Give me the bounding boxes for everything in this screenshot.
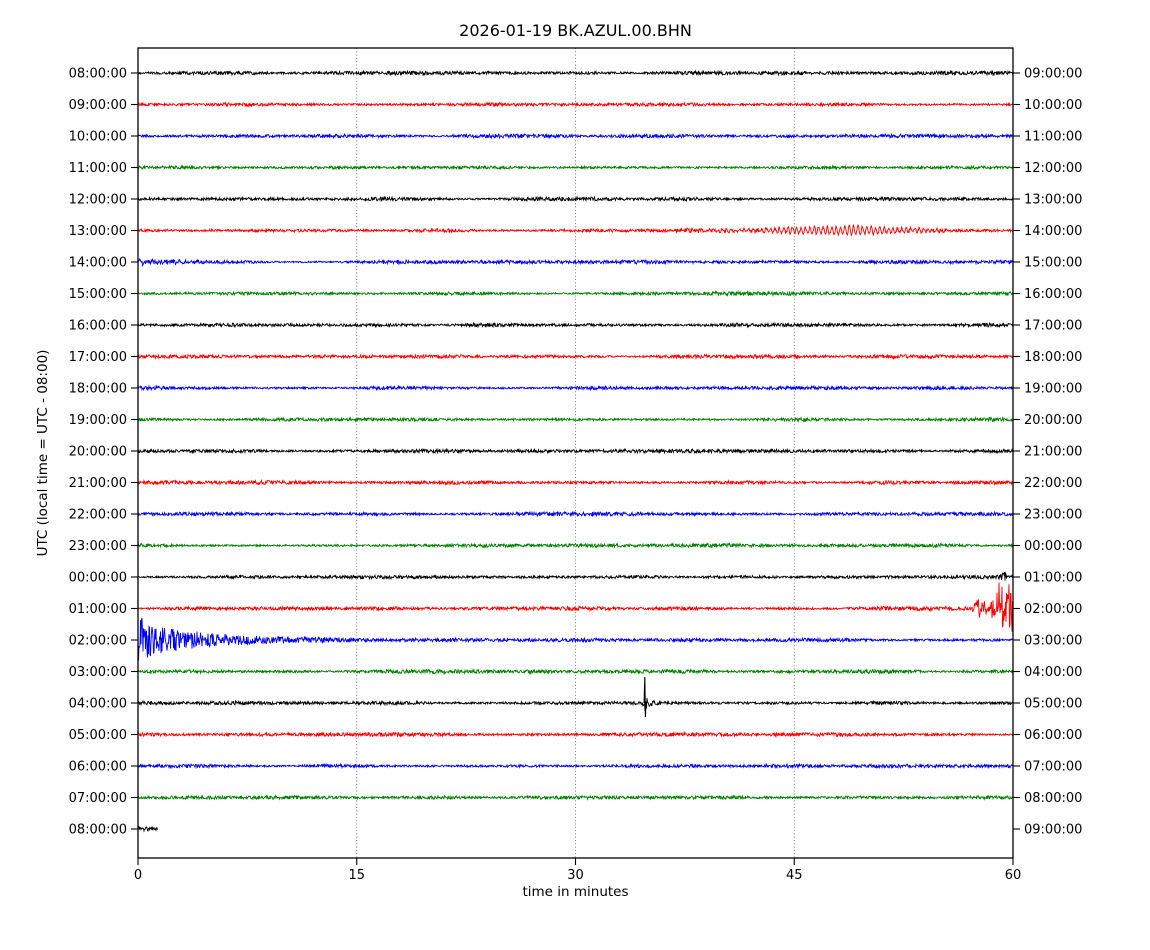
left-tick-label: 04:00:00 (69, 697, 127, 712)
right-tick-label: 05:00:00 (1024, 697, 1082, 712)
left-tick-label: 12:00:00 (69, 193, 127, 208)
trace-row-12 (138, 447, 1013, 455)
left-tick-label: 10:00:00 (69, 130, 127, 145)
right-tick-label: 17:00:00 (1024, 319, 1082, 334)
trace-row-17 (138, 582, 1013, 632)
left-tick-label: 00:00:00 (69, 571, 127, 586)
left-tick-label: 15:00:00 (69, 287, 127, 302)
trace-row-9 (138, 353, 1013, 361)
plot-border (137, 47, 1014, 859)
right-tick-label: 16:00:00 (1024, 287, 1082, 302)
left-tick-label: 16:00:00 (69, 319, 127, 334)
left-tick-label: 22:00:00 (69, 508, 127, 523)
y-axis-label: UTC (local time = UTC - 08:00) (35, 350, 51, 557)
right-tick-label: 23:00:00 (1024, 508, 1082, 523)
trace-row-19 (138, 667, 1013, 676)
trace-row-14 (138, 510, 1013, 518)
trace-row-11 (138, 416, 1013, 423)
trace-row-1 (138, 101, 1013, 108)
right-tick-label: 20:00:00 (1024, 413, 1082, 428)
right-tick-label: 07:00:00 (1024, 760, 1082, 775)
right-tick-label: 19:00:00 (1024, 382, 1082, 397)
left-tick-label: 14:00:00 (69, 256, 127, 271)
x-tick-label: 45 (786, 868, 803, 883)
right-tick-label: 14:00:00 (1024, 224, 1082, 239)
left-tick-label: 17:00:00 (69, 350, 127, 365)
right-tick-label: 06:00:00 (1024, 728, 1082, 743)
right-tick-label: 21:00:00 (1024, 445, 1082, 460)
right-tick-label: 02:00:00 (1024, 602, 1082, 617)
right-tick-label: 15:00:00 (1024, 256, 1082, 271)
left-tick-label: 02:00:00 (69, 634, 127, 649)
x-tick-label: 60 (1005, 868, 1022, 883)
right-tick-label: 00:00:00 (1024, 539, 1082, 554)
right-tick-label: 18:00:00 (1024, 350, 1082, 365)
trace-row-3 (138, 164, 1013, 171)
trace-row-20 (138, 698, 1013, 711)
left-tick-label: 21:00:00 (69, 476, 127, 491)
x-axis-label: time in minutes (522, 884, 628, 900)
right-tick-label: 01:00:00 (1024, 571, 1082, 586)
x-tick-label: 0 (134, 868, 142, 883)
trace-row-8 (138, 321, 1013, 329)
left-tick-label: 03:00:00 (69, 665, 127, 680)
left-tick-label: 08:00:00 (69, 823, 127, 838)
plot-render-layer: 08:00:00 09:00:00 09:00:00 10:00:00 10:00:00… (69, 47, 1082, 883)
right-tick-label: 12:00:00 (1024, 161, 1082, 176)
left-tick-label: 23:00:00 (69, 539, 127, 554)
x-tick-label: 30 (567, 868, 584, 883)
trace-row-13 (138, 478, 1013, 487)
trace-row-2 (138, 132, 1013, 140)
left-tick-label: 01:00:00 (69, 602, 127, 617)
trace-row-18 (138, 618, 1013, 661)
trace-row-6 (138, 257, 1013, 267)
trace-row-4 (138, 195, 1013, 203)
trace-row-23 (138, 794, 1013, 801)
left-tick-label: 06:00:00 (69, 760, 127, 775)
left-tick-label: 13:00:00 (69, 224, 127, 239)
trace-row-24 (138, 825, 158, 833)
right-tick-label: 04:00:00 (1024, 665, 1082, 680)
trace-row-0 (138, 69, 1013, 77)
right-tick-label: 09:00:00 (1024, 67, 1082, 82)
trace-row-21 (138, 731, 1013, 738)
trace-spike-row-20 (643, 676, 647, 718)
right-tick-label: 08:00:00 (1024, 791, 1082, 806)
left-tick-label: 07:00:00 (69, 791, 127, 806)
right-tick-label: 10:00:00 (1024, 98, 1082, 113)
left-tick-label: 20:00:00 (69, 445, 127, 460)
trace-row-16 (138, 571, 1013, 581)
left-tick-label: 19:00:00 (69, 413, 127, 428)
right-tick-label: 03:00:00 (1024, 634, 1082, 649)
left-tick-label: 05:00:00 (69, 728, 127, 743)
trace-row-10 (138, 384, 1013, 392)
traces-layer (138, 69, 1013, 833)
trace-row-22 (138, 762, 1013, 770)
chart-title: 2026-01-19 BK.AZUL.00.BHN (459, 21, 692, 40)
right-tick-label: 09:00:00 (1024, 823, 1082, 838)
trace-row-15 (138, 542, 1013, 549)
left-tick-label: 09:00:00 (69, 98, 127, 113)
x-tick-label: 15 (348, 868, 365, 883)
right-tick-label: 13:00:00 (1024, 193, 1082, 208)
right-tick-label: 22:00:00 (1024, 476, 1082, 491)
trace-row-7 (138, 289, 1013, 297)
left-tick-label: 08:00:00 (69, 67, 127, 82)
trace-row-5 (138, 223, 1013, 237)
right-tick-label: 11:00:00 (1024, 130, 1082, 145)
left-tick-label: 18:00:00 (69, 382, 127, 397)
left-tick-label: 11:00:00 (69, 161, 127, 176)
